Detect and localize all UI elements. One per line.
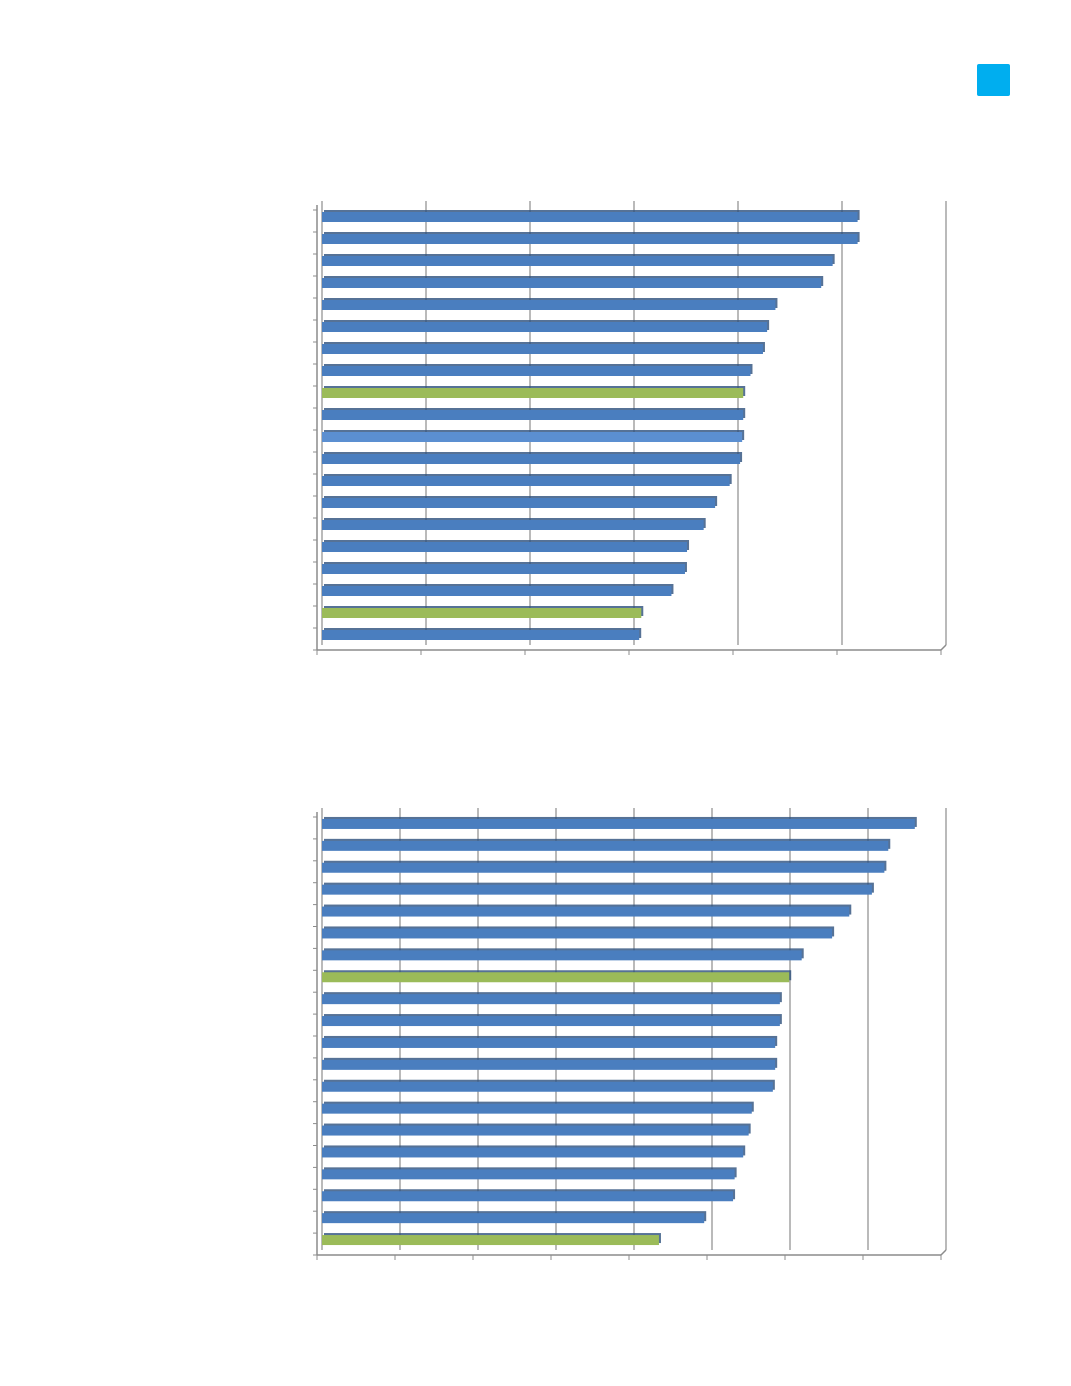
bar bbox=[322, 1059, 776, 1070]
bar bbox=[322, 950, 802, 961]
bar bbox=[322, 1125, 749, 1136]
corner-badge bbox=[977, 64, 1010, 96]
bar bbox=[322, 608, 642, 618]
bar bbox=[322, 344, 763, 354]
bar bbox=[322, 278, 822, 288]
bar bbox=[322, 542, 688, 552]
bar bbox=[322, 1147, 744, 1158]
bar bbox=[322, 1037, 776, 1048]
floor-edge bbox=[940, 644, 947, 651]
bar bbox=[322, 454, 741, 464]
bar bbox=[322, 1191, 734, 1202]
bar bbox=[322, 1103, 752, 1114]
bar bbox=[322, 212, 858, 222]
bar bbox=[322, 586, 672, 596]
bar bbox=[322, 840, 889, 851]
bar bbox=[322, 862, 885, 873]
floor-edge bbox=[940, 1249, 947, 1256]
bar bbox=[322, 322, 768, 332]
bar bbox=[322, 994, 780, 1005]
bar bbox=[322, 972, 790, 983]
bar bbox=[322, 884, 872, 895]
bar bbox=[322, 1081, 773, 1092]
bar bbox=[322, 818, 915, 829]
bar bbox=[322, 256, 833, 266]
bar bbox=[322, 564, 685, 574]
bar bbox=[322, 1016, 780, 1027]
bar bbox=[322, 432, 743, 442]
bar bbox=[322, 234, 858, 244]
bar bbox=[322, 928, 833, 939]
bar bbox=[322, 388, 744, 398]
bar bbox=[322, 300, 776, 310]
bar bbox=[322, 410, 744, 420]
bar bbox=[322, 630, 640, 640]
bar bbox=[322, 1213, 705, 1224]
bar bbox=[322, 476, 730, 486]
bar bbox=[322, 498, 716, 508]
bar bbox=[322, 1235, 659, 1246]
bar bbox=[322, 366, 751, 376]
bar bbox=[322, 906, 850, 917]
bar bbox=[322, 520, 704, 530]
bar bbox=[322, 1169, 735, 1180]
